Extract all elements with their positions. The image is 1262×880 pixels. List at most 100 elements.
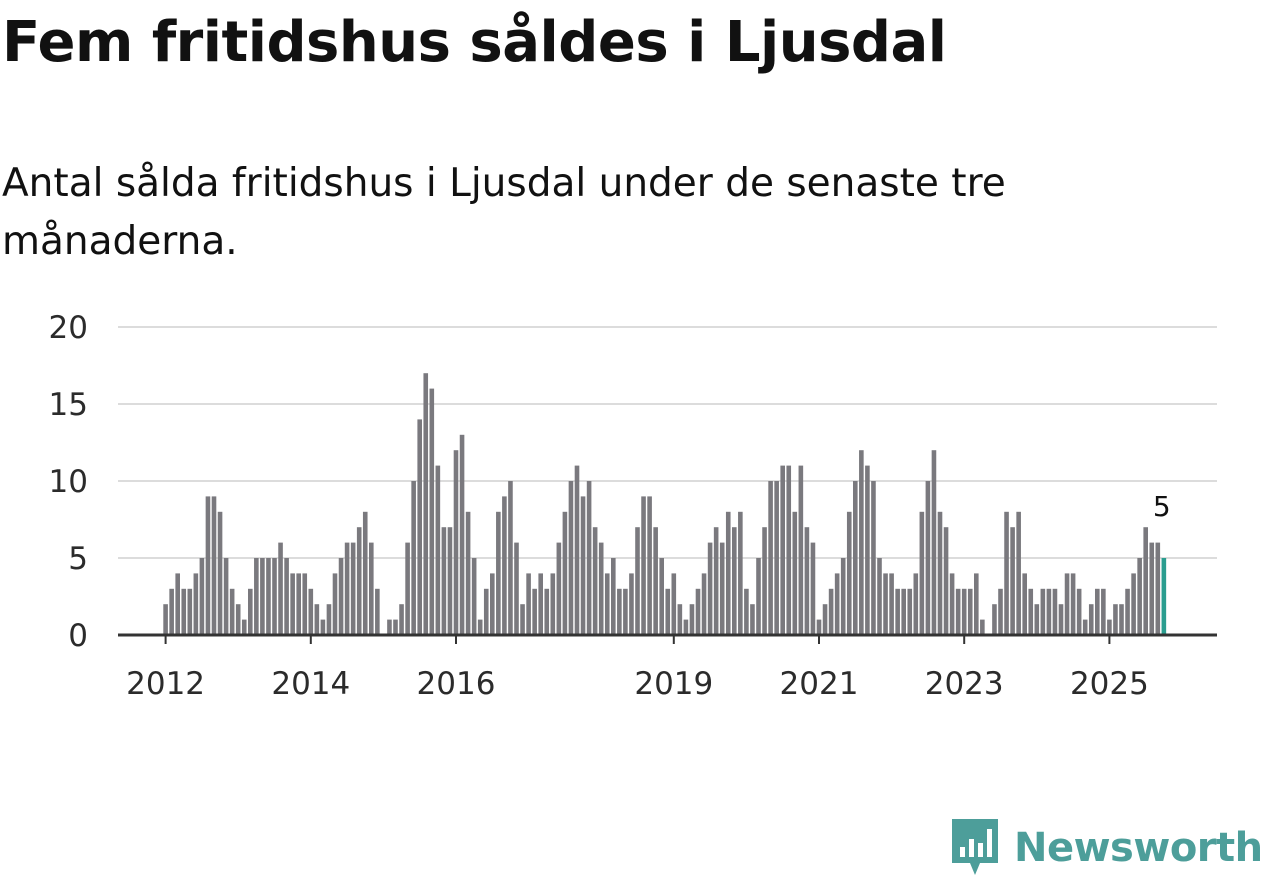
- bar: [1119, 604, 1124, 635]
- axes: [118, 633, 1217, 644]
- bar: [235, 604, 241, 635]
- bar: [1016, 511, 1021, 635]
- bar: [362, 511, 368, 635]
- x-tick-label: 2012: [126, 666, 205, 702]
- bar: [586, 481, 592, 635]
- bar: [205, 496, 211, 635]
- bar: [332, 573, 338, 635]
- bar: [1058, 604, 1064, 635]
- bar: [659, 558, 664, 635]
- bar: [865, 465, 870, 635]
- bar: [369, 542, 374, 635]
- bar: [399, 604, 404, 635]
- bar: [713, 527, 719, 635]
- bar: [725, 511, 731, 635]
- bar: [889, 573, 894, 635]
- bar: [496, 511, 501, 635]
- bar: [211, 496, 217, 635]
- bar: [707, 542, 713, 635]
- bar: [604, 573, 610, 635]
- bar: [556, 542, 562, 635]
- bar: [1101, 588, 1106, 635]
- bar: [1088, 604, 1094, 635]
- bar: [568, 481, 574, 635]
- bar: [719, 542, 725, 635]
- bar: [804, 527, 810, 635]
- bar: [943, 527, 949, 635]
- bar: [762, 527, 767, 635]
- bar: [393, 619, 398, 635]
- bar: [798, 465, 804, 635]
- bar: [326, 604, 332, 635]
- bar: [223, 558, 229, 635]
- bar: [955, 588, 961, 635]
- bar: [465, 511, 471, 635]
- bar: [1076, 588, 1082, 635]
- bar: [193, 573, 199, 635]
- bar: [1064, 573, 1070, 635]
- bar: [1010, 527, 1015, 635]
- bar: [665, 588, 671, 635]
- bar: [1040, 588, 1046, 635]
- bar: [1028, 588, 1034, 635]
- bar: [526, 573, 531, 635]
- bar: [816, 619, 822, 635]
- bar: [284, 558, 289, 635]
- bar: [611, 558, 616, 635]
- bar: [895, 588, 900, 635]
- bar: [828, 588, 834, 635]
- bar: [405, 542, 410, 635]
- bar: [411, 481, 416, 635]
- bar: [338, 558, 344, 635]
- newsworthy-logo-icon: [952, 819, 998, 875]
- bar: [241, 619, 247, 635]
- bar: [701, 573, 707, 635]
- bar: [671, 573, 677, 635]
- bar: [375, 588, 380, 635]
- grid-lines: [118, 326, 1217, 559]
- bar: [689, 604, 695, 635]
- bar: [732, 527, 737, 635]
- bar: [532, 588, 537, 635]
- bar: [344, 542, 350, 635]
- bar: [635, 527, 640, 635]
- bar: [266, 558, 271, 635]
- bar: [834, 573, 840, 635]
- bar: [871, 481, 876, 635]
- bar: [229, 588, 235, 635]
- bar: [296, 573, 301, 635]
- bar: [695, 588, 701, 635]
- bar: [1149, 542, 1155, 635]
- bar: [598, 542, 604, 635]
- bar: [907, 588, 913, 635]
- bar: [992, 604, 997, 635]
- bar: [931, 450, 937, 635]
- bar: [356, 527, 362, 635]
- bar: [998, 588, 1003, 635]
- brand-logo: Newsworthy: [950, 816, 1262, 880]
- bar: [1107, 619, 1112, 635]
- bar: [980, 619, 985, 635]
- bar: [949, 573, 955, 635]
- bar: [278, 542, 283, 635]
- labels: 0 5 10 15 20 2012 2014 2016 2019 2021 2023 2025 5: [49, 310, 1171, 702]
- bar: [623, 588, 628, 635]
- bar: [1004, 511, 1009, 635]
- bar: [163, 604, 168, 635]
- bar: [1125, 588, 1130, 635]
- x-tick-label: 2021: [780, 666, 859, 702]
- bar: [913, 573, 919, 635]
- bar: [483, 588, 489, 635]
- brand-name: Newsworthy: [1014, 825, 1262, 871]
- bar: [181, 588, 187, 635]
- y-tick-label: 15: [49, 387, 88, 423]
- bar: [677, 604, 683, 635]
- bar: [1113, 604, 1118, 635]
- bar: [859, 450, 864, 635]
- bar: [1052, 588, 1058, 635]
- bar: [350, 542, 356, 635]
- bar: [490, 573, 495, 635]
- bar: [877, 558, 882, 635]
- bar: [810, 542, 816, 635]
- bar: [1155, 542, 1161, 635]
